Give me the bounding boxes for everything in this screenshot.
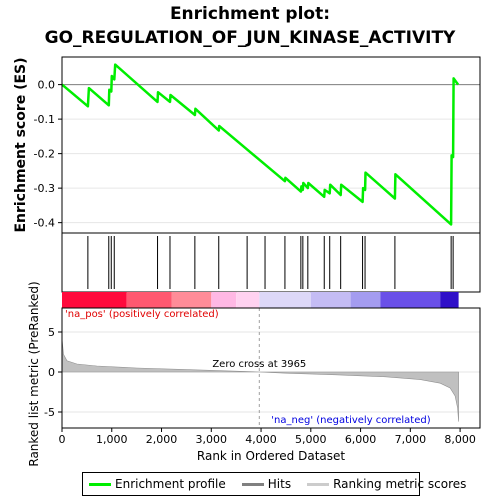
metric-xtick-label: 2,000 (146, 433, 178, 446)
rank-colorbar-segment (440, 292, 459, 308)
pos-correlated-label: 'na_pos' (positively correlated) (65, 309, 219, 320)
zero-cross-label: Zero cross at 3965 (212, 359, 306, 370)
enrichment-chart: 0.0 -0.1 -0.2 -0.3 -0.4 Enrichment score (ES)… (13, 56, 481, 467)
metric-xtick-label: 1,000 (96, 433, 128, 446)
es-ytick-label: -0.3 (34, 182, 55, 195)
rank-colorbar-segment (126, 292, 172, 308)
metric-xtick-label: 7,000 (395, 433, 427, 446)
rank-colorbar-segment (350, 292, 381, 308)
metric-ytick-label: 5 (48, 326, 55, 339)
metric-xtick-label: 8,000 (444, 433, 476, 446)
legend-item-ranking: Ranking metric scores (307, 477, 466, 491)
legend-label-enrichment: Enrichment profile (115, 477, 226, 491)
rank-colorbar-segment (236, 292, 260, 308)
metric-ytick-label: -5 (44, 406, 55, 419)
es-ytick-label: -0.1 (34, 113, 55, 126)
es-ytick-label: 0.0 (38, 79, 56, 92)
legend-swatch-hits (241, 482, 264, 486)
rank-colorbar-segment (171, 292, 212, 308)
rank-colorbar-segment (62, 292, 127, 308)
rank-colorbar-segment (211, 292, 237, 308)
rank-colorbar-segment (310, 292, 351, 308)
hits-panel (61, 232, 481, 293)
neg-correlated-label: 'na_neg' (negatively correlated) (271, 415, 430, 426)
metric-xtick-label: 0 (59, 433, 66, 446)
legend-item-enrichment: Enrichment profile (89, 477, 226, 491)
legend-swatch-ranking (307, 482, 330, 486)
es-ylabel: Enrichment score (ES) (13, 57, 29, 232)
metric-xlabel: Rank in Ordered Dataset (197, 449, 345, 463)
metric-panel-frame (61, 307, 481, 429)
es-ytick-label: -0.2 (34, 148, 55, 161)
rank-colorbar-segment (380, 292, 441, 308)
metric-xtick-label: 3,000 (196, 433, 228, 446)
legend-label-hits: Hits (267, 477, 292, 491)
legend-label-ranking: Ranking metric scores (333, 477, 467, 491)
metric-xtick-label: 4,000 (245, 433, 277, 446)
legend: Enrichment profile Hits Ranking metric s… (82, 472, 466, 496)
es-panel-bg (62, 57, 480, 233)
metric-ytick-label: 0 (48, 366, 55, 379)
rank-colorbar-segment (259, 292, 311, 308)
metric-xtick-label: 5,000 (295, 433, 327, 446)
metric-ylabel: Ranked list metric (PreRanked) (27, 281, 41, 466)
enrichment-profile-line (61, 63, 460, 226)
metric-xtick-label: 6,000 (345, 433, 377, 446)
legend-swatch-enrichment (89, 482, 111, 486)
ranking-metric-area (61, 338, 459, 422)
legend-item-hits: Hits (241, 477, 292, 491)
chart-title-line2: GO_REGULATION_OF_JUN_KINASE_ACTIVITY (44, 28, 456, 48)
es-ytick-label: -0.4 (34, 217, 55, 230)
chart-title-line1: Enrichment plot: (169, 4, 331, 24)
